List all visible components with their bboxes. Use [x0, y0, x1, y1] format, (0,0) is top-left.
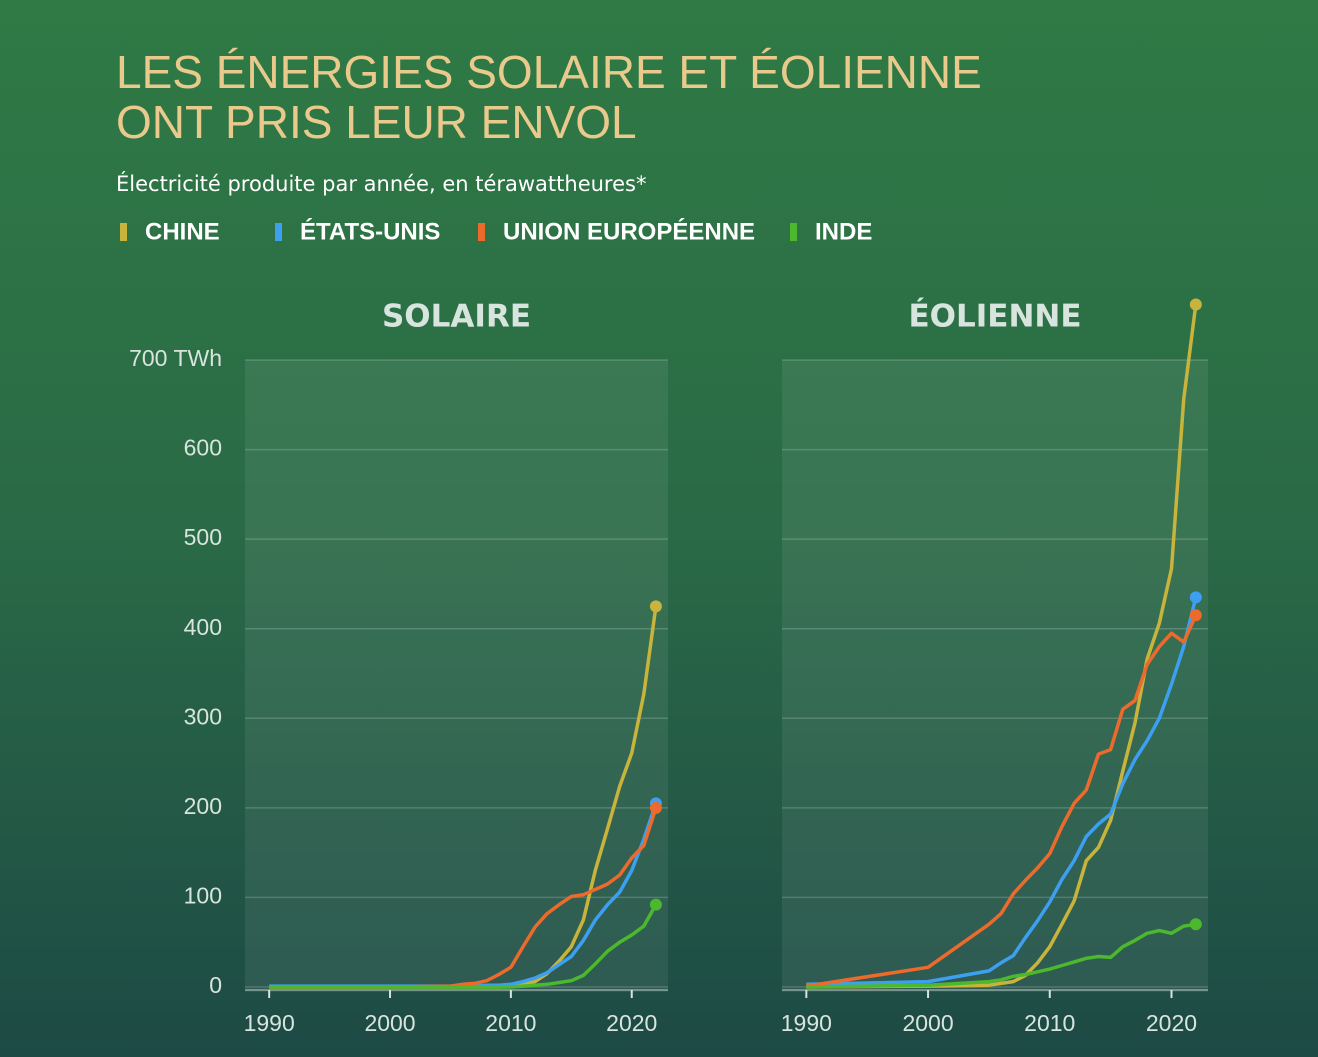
end-point [1190, 298, 1202, 310]
end-point [1190, 918, 1202, 930]
x-tick-label: 2020 [606, 1010, 657, 1036]
legend-swatch [478, 223, 485, 241]
y-tick-label: 0 [209, 972, 222, 998]
y-tick-label: 600 [184, 435, 222, 461]
x-tick-label: 2020 [1146, 1010, 1197, 1036]
legend-label: ÉTATS-UNIS [300, 217, 440, 245]
legend-swatch [275, 223, 282, 241]
y-tick-label: 400 [184, 614, 222, 640]
title: ONT PRIS LEUR ENVOL [116, 96, 637, 148]
end-point [650, 899, 662, 911]
y-tick-label: 100 [184, 883, 222, 909]
end-point [1190, 591, 1202, 603]
x-tick-label: 2010 [1024, 1010, 1075, 1036]
end-point [650, 802, 662, 814]
legend-swatch [790, 223, 797, 241]
x-tick-label: 1990 [781, 1010, 832, 1036]
panel-title: SOLAIRE [382, 299, 531, 335]
y-tick-label: 700 TWh [129, 345, 222, 371]
panel-title: ÉOLIENNE [908, 299, 1081, 335]
legend-label: INDE [815, 218, 872, 245]
legend-label: CHINE [145, 218, 220, 245]
end-point [1190, 609, 1202, 621]
title: LES ÉNERGIES SOLAIRE ET ÉOLIENNE [116, 46, 982, 98]
y-tick-label: 500 [184, 524, 222, 550]
x-tick-label: 2010 [485, 1010, 536, 1036]
subtitle: Électricité produite par année, en téraw… [116, 171, 646, 196]
y-tick-label: 300 [184, 703, 222, 729]
x-tick-label: 1990 [244, 1010, 295, 1036]
end-point [650, 600, 662, 612]
legend-label: UNION EUROPÉENNE [503, 217, 755, 245]
chart: LES ÉNERGIES SOLAIRE ET ÉOLIENNE ONT PRI… [0, 0, 1318, 1057]
y-tick-label: 200 [184, 793, 222, 819]
x-tick-label: 2000 [364, 1010, 415, 1036]
x-tick-label: 2000 [902, 1010, 953, 1036]
legend-swatch [120, 223, 127, 241]
